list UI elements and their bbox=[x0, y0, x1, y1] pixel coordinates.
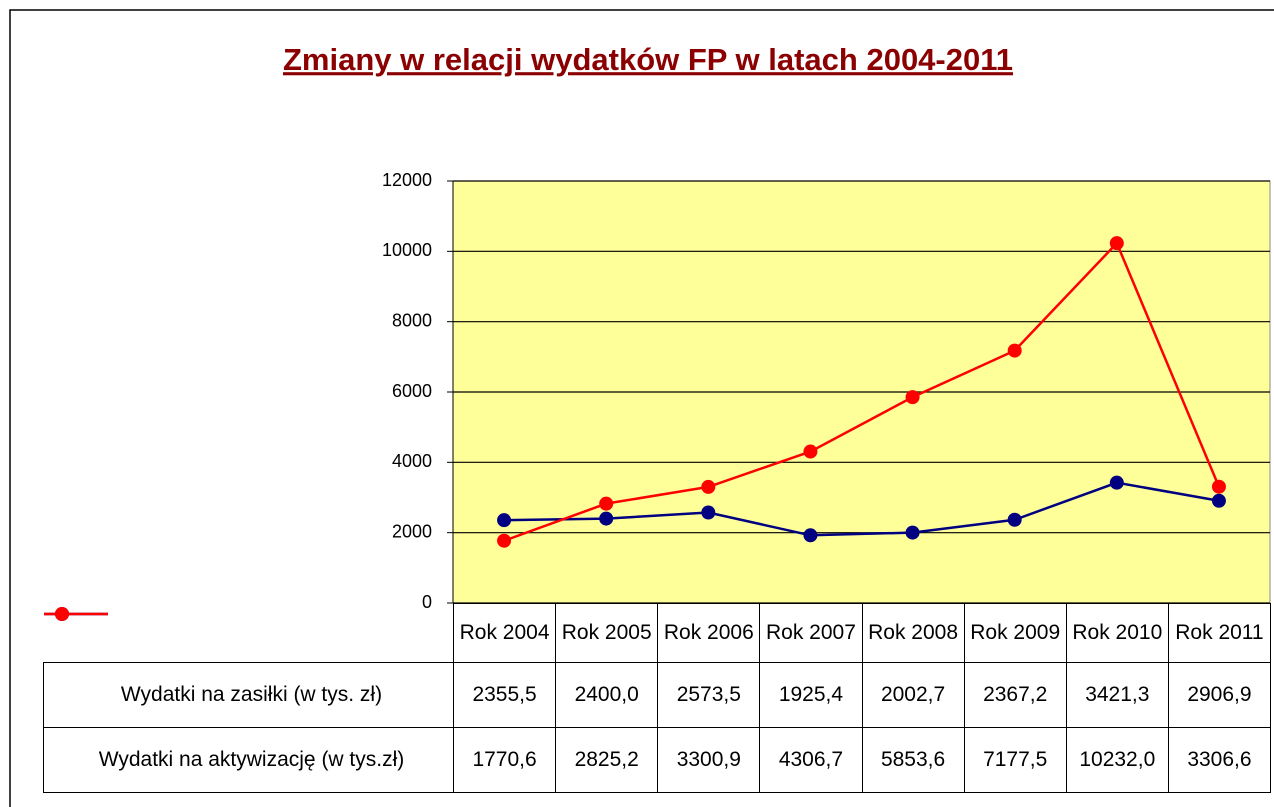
category-label: Rok 2011 bbox=[1167, 603, 1272, 663]
table-value: 1925,4 bbox=[759, 662, 863, 728]
data-point bbox=[497, 513, 512, 528]
y-tick-label: 6000 bbox=[392, 381, 432, 401]
category-label: Rok 2006 bbox=[657, 603, 761, 663]
data-point bbox=[905, 390, 920, 405]
data-point bbox=[1211, 493, 1226, 508]
category-label: Rok 2007 bbox=[759, 603, 863, 663]
table-value: 5853,6 bbox=[861, 727, 965, 793]
category-label: Rok 2009 bbox=[963, 603, 1067, 663]
table-value: 2367,2 bbox=[963, 662, 1067, 728]
y-tick-label: 10000 bbox=[382, 240, 432, 260]
legend-entry: Wydatki na aktywizację (w tys.zł) bbox=[43, 606, 453, 772]
data-point bbox=[1211, 479, 1226, 494]
series-line bbox=[503, 240, 1221, 542]
category-label: Rok 2005 bbox=[555, 603, 659, 663]
table-value: 2906,9 bbox=[1167, 662, 1272, 728]
series-row: Wydatki na aktywizację (w tys.zł) 1770,6 2… bbox=[43, 606, 1272, 793]
y-tick-label: 8000 bbox=[392, 310, 432, 330]
table-value: 3306,6 bbox=[1167, 727, 1272, 793]
y-tick-label: 0 bbox=[422, 592, 432, 612]
series-row: Wydatki na zasiłki (w tys. zł) 2355,5 2400… bbox=[43, 606, 1272, 728]
table-value: 1770,6 bbox=[452, 727, 557, 793]
data-point bbox=[803, 528, 818, 543]
legend-cell: Wydatki na aktywizację (w tys.zł) bbox=[43, 606, 454, 793]
table-value: 7177,5 bbox=[963, 727, 1067, 793]
category-label: Rok 2010 bbox=[1065, 603, 1169, 663]
data-point bbox=[1007, 512, 1022, 527]
data-point bbox=[599, 511, 614, 526]
data-point bbox=[803, 444, 818, 459]
category-label: Rok 2004 bbox=[452, 603, 557, 663]
legend-label: Wydatki na aktywizację (w tys.zł) bbox=[98, 748, 405, 771]
table-value: 3300,9 bbox=[657, 727, 761, 793]
table-value: 2355,5 bbox=[452, 662, 557, 728]
y-tick-label: 4000 bbox=[392, 451, 432, 471]
data-point bbox=[1109, 236, 1124, 251]
table-value: 10232,0 bbox=[1065, 727, 1169, 793]
data-point bbox=[599, 496, 614, 511]
category-label: Rok 2008 bbox=[861, 603, 965, 663]
frame bbox=[9, 9, 1274, 807]
chart-title: Zmiany w relacji wydatków FP w latach 20… bbox=[283, 42, 1013, 77]
table-value: 4306,7 bbox=[759, 727, 863, 793]
legend-entry: Wydatki na zasiłki (w tys. zł) bbox=[43, 606, 453, 707]
table-body: Rok 2004 Rok 2005 Rok 2006 Rok 2007 Rok 2008… bbox=[43, 603, 1272, 793]
table-value: 2002,7 bbox=[861, 662, 965, 728]
header-row: Rok 2004 Rok 2005 Rok 2006 Rok 2007 Rok 2008… bbox=[44, 603, 1272, 663]
data-point bbox=[497, 533, 512, 548]
data-table: Rok 2004 Rok 2005 Rok 2006 Rok 2007 Rok 2008… bbox=[43, 603, 1272, 793]
y-tick-label: 12000 bbox=[382, 170, 432, 190]
table-value: 2573,5 bbox=[657, 662, 761, 728]
table-value: 3421,3 bbox=[1065, 662, 1169, 728]
data-point bbox=[701, 479, 716, 494]
data-point bbox=[1109, 475, 1124, 490]
data-point bbox=[701, 505, 716, 520]
table-value: 2825,2 bbox=[555, 727, 659, 793]
legend-label: Wydatki na zasiłki (w tys. zł) bbox=[120, 683, 383, 706]
data-point bbox=[1007, 343, 1022, 358]
series-line bbox=[504, 481, 1220, 537]
y-tick-label: 2000 bbox=[392, 521, 432, 541]
legend-cell: Wydatki na zasiłki (w tys. zł) bbox=[43, 606, 454, 728]
data-point bbox=[905, 525, 920, 540]
table-value: 2400,0 bbox=[555, 662, 659, 728]
